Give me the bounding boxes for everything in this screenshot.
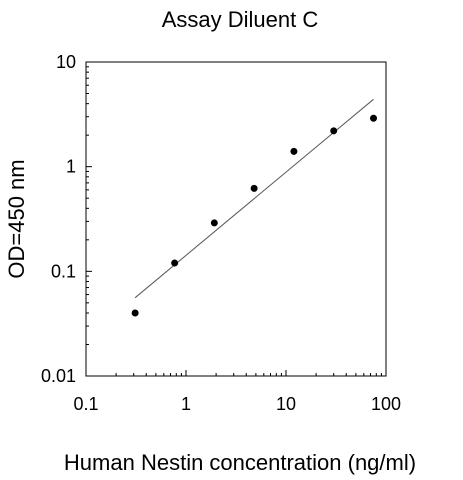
data-point [290,147,298,155]
data-point [171,259,179,267]
x-tick-label: 1 [181,394,191,414]
y-tick-label: 0.01 [41,366,76,386]
y-axis: 0.01 0.1 1 10 [41,52,92,386]
chart-title: Assay Diluent C [162,7,319,32]
y-tick-label: 1 [66,157,76,177]
data-point [131,309,139,317]
y-tick-label: 10 [56,52,76,72]
x-axis-label: Human Nestin concentration (ng/ml) [64,450,416,475]
x-axis: 0.1 1 10 100 [73,370,401,414]
trend-line [134,98,374,299]
x-tick-label: 100 [371,394,401,414]
data-points [131,114,378,317]
data-point [210,219,218,227]
data-point [250,184,258,192]
y-tick-label: 0.1 [51,261,76,281]
y-axis-label: OD=450 nm [4,159,29,278]
data-point [330,127,338,135]
data-point [370,114,378,122]
x-tick-label: 10 [276,394,296,414]
plot-frame [85,61,387,377]
x-tick-label: 0.1 [73,394,98,414]
